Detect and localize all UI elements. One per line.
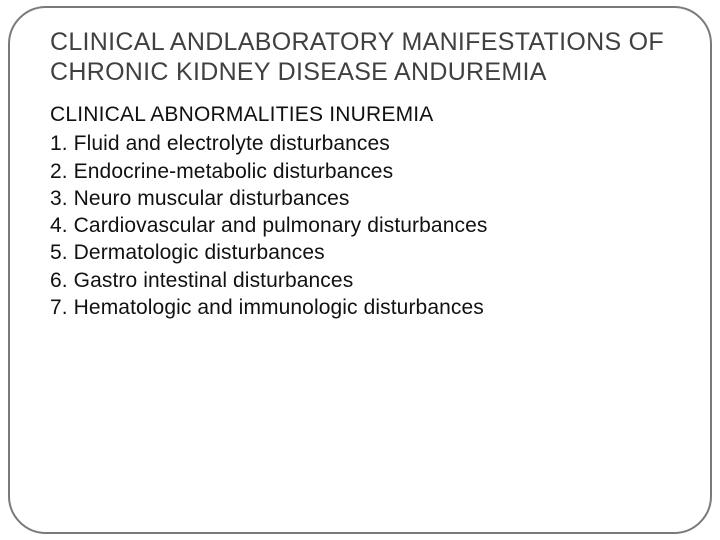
list-item: 2. Endocrine-metabolic disturbances — [50, 158, 680, 185]
slide-frame: CLINICAL ANDLABORATORY MANIFESTATIONS OF… — [8, 6, 712, 534]
list-item: 1. Fluid and electrolyte disturbances — [50, 130, 680, 157]
slide-title: CLINICAL ANDLABORATORY MANIFESTATIONS OF… — [50, 28, 680, 87]
list-item: 7. Hematologic and immunologic disturban… — [50, 294, 680, 321]
list-item: 6. Gastro intestinal disturbances — [50, 267, 680, 294]
slide-subtitle: CLINICAL ABNORMALITIES INUREMIA — [50, 101, 680, 128]
list-item: 5. Dermatologic disturbances — [50, 239, 680, 266]
list-item: 4. Cardiovascular and pulmonary disturba… — [50, 212, 680, 239]
list-item: 3. Neuro muscular disturbances — [50, 185, 680, 212]
